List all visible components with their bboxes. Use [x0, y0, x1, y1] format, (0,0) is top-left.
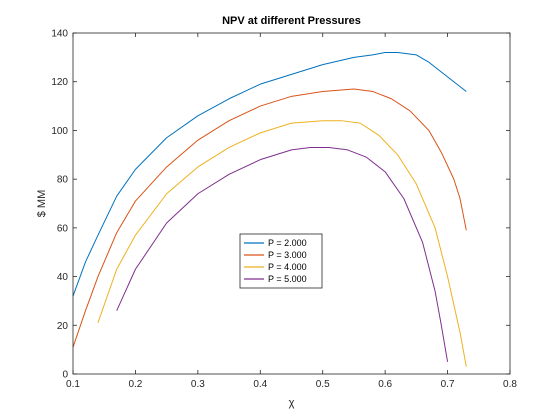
y-tick-label: 120 — [51, 77, 68, 88]
y-tick-label: 0 — [62, 370, 68, 381]
ticks-layer: 0.1 0.2 0.3 0.4 0.5 0.6 0.7 0.8 0 20 40 60 80 100 120 1… — [51, 29, 517, 391]
y-tick-label: 60 — [57, 223, 69, 234]
legend-entry: P = 3.000 — [268, 250, 307, 260]
y-tick-label: 80 — [57, 175, 69, 186]
series-line-p4 — [97, 120, 467, 367]
x-tick-label: 0.3 — [191, 379, 205, 390]
x-tick-label: 0.5 — [316, 379, 330, 390]
x-axis-label: χ — [289, 397, 295, 409]
series-layer — [72, 51, 467, 367]
axes-layer — [72, 32, 511, 375]
legend-entry: P = 4.000 — [268, 262, 307, 272]
chart-title: NPV at different Pressures — [222, 15, 361, 27]
series-line-p5 — [116, 146, 449, 362]
x-tick-label: 0.6 — [378, 379, 392, 390]
x-tick-label: 0.1 — [66, 379, 80, 390]
y-tick-label: 40 — [57, 272, 69, 283]
x-tick-label: 0.8 — [503, 379, 517, 390]
y-tick-label: 100 — [51, 126, 68, 137]
x-tick-label: 0.4 — [253, 379, 267, 390]
axes-box — [72, 32, 511, 375]
y-axis-label: $ MM — [36, 190, 48, 218]
legend-entry: P = 2.000 — [268, 238, 307, 248]
x-tick-label: 0.7 — [441, 379, 455, 390]
series-line-p2 — [72, 51, 467, 297]
legend: P = 2.000 P = 3.000 P = 4.000 P = 5.000 — [239, 233, 323, 289]
x-tick-label: 0.2 — [128, 379, 142, 390]
y-tick-label: 20 — [57, 321, 69, 332]
y-tick-label: 140 — [51, 29, 68, 40]
legend-entry: P = 5.000 — [268, 274, 307, 284]
plot-area — [73, 33, 510, 374]
series-line-p3 — [72, 88, 467, 348]
